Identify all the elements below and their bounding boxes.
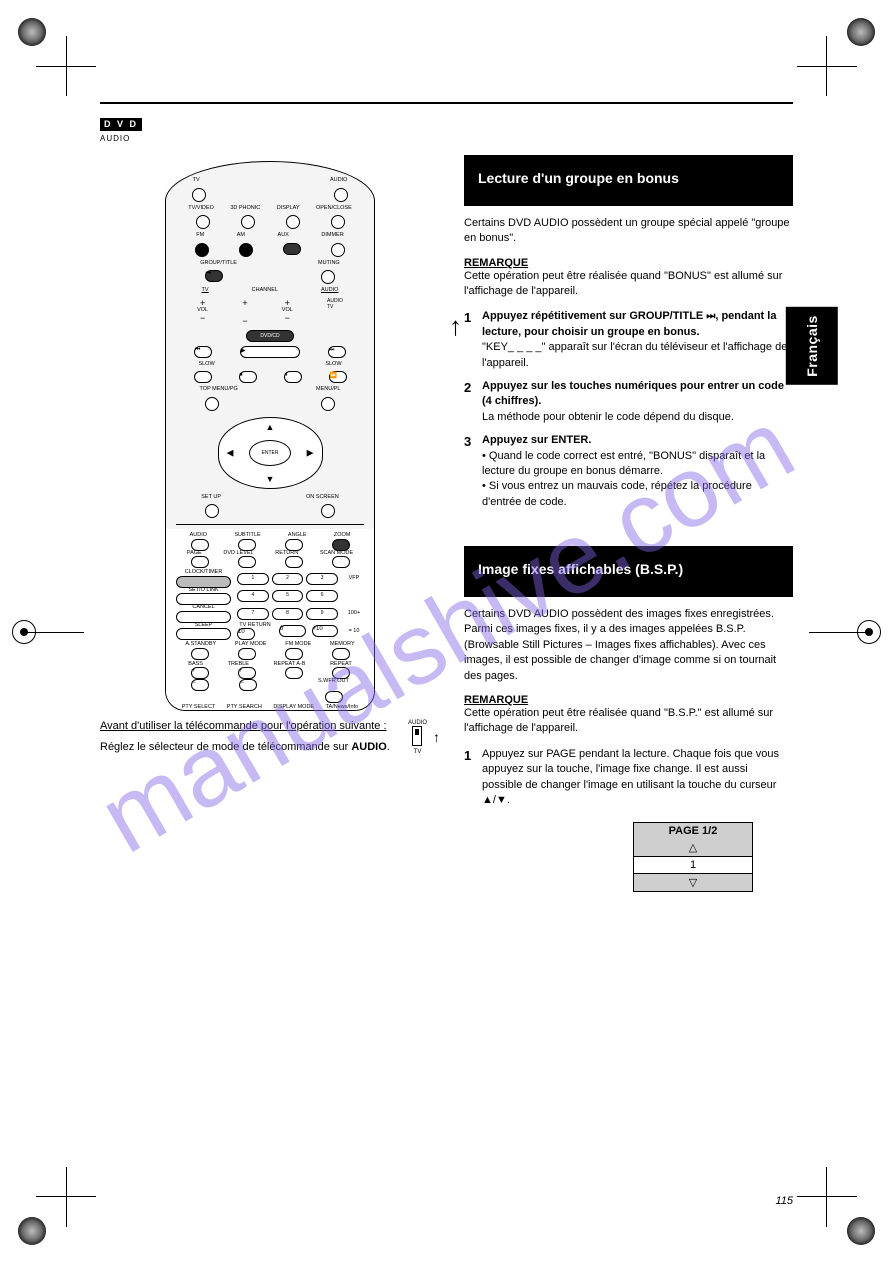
- bsp-note-body: Cette opération peut être réalisée quand…: [464, 706, 793, 737]
- remote-illustration: TVAUDIO TV/VIDEO3D PHONICDISPLAYOPEN/CLO…: [165, 161, 375, 711]
- page-indicator: PAGE 1/2 △ 1 ▽: [633, 822, 753, 892]
- crop-mark-bl: [18, 1175, 88, 1245]
- bonus-note-h: REMARQUE: [464, 257, 793, 269]
- dvd-logo-main: D V D: [100, 118, 142, 131]
- bsp-steps: 1Appuyez sur PAGE pendant la lecture. Ch…: [464, 747, 793, 809]
- page-indicator-down-icon: ▽: [634, 874, 752, 891]
- bonus-heading: Lecture d'un groupe en bonus: [464, 155, 793, 206]
- page-indicator-up-icon: △: [634, 839, 752, 856]
- bonus-intro: Certains DVD AUDIO possèdent un groupe s…: [464, 216, 793, 247]
- bsp-note-h: REMARQUE: [464, 694, 793, 706]
- crop-mark-br: [805, 1175, 875, 1245]
- page-number: 115: [775, 1195, 793, 1207]
- switch-note-pre: Avant d'utiliser la télécommande pour l'…: [100, 719, 402, 734]
- bsp-intro: Certains DVD AUDIO possèdent des images …: [464, 607, 793, 684]
- page-content: D V D AUDIO Français TVAUDIO TV/VIDEO3D …: [100, 60, 793, 1203]
- top-rule: [100, 102, 793, 104]
- page-indicator-value: 1: [634, 856, 752, 874]
- bonus-steps: 1 Appuyez répétitivement sur GROUP/TITLE…: [464, 309, 793, 510]
- crop-mark-tr: [805, 18, 875, 88]
- switch-note-target: AUDIO: [351, 741, 386, 753]
- side-mark-left: [12, 620, 36, 644]
- dvd-logo-sub: AUDIO: [100, 134, 793, 143]
- page-indicator-header: PAGE 1/2: [634, 823, 752, 839]
- arrow-pointer-icon: ↑: [449, 311, 462, 342]
- switch-note-main: Réglez le sélecteur de mode de télécomma…: [100, 741, 348, 753]
- bsp-title: Image fixes affichables (B.S.P.): [478, 560, 779, 579]
- forward-icon: ⏭: [706, 310, 715, 324]
- dvd-audio-logo: D V D AUDIO: [100, 114, 793, 143]
- bonus-title: Lecture d'un groupe en bonus: [478, 169, 779, 188]
- bsp-heading: Image fixes affichables (B.S.P.): [464, 546, 793, 597]
- side-mark-right: [857, 620, 881, 644]
- crop-mark-tl: [18, 18, 88, 88]
- bsp-step1: Appuyez sur PAGE pendant la lecture. Cha…: [482, 747, 789, 809]
- francais-tab: Français: [786, 307, 838, 385]
- bonus-note-body: Cette opération peut être réalisée quand…: [464, 269, 793, 300]
- mode-switch-icon: [412, 726, 422, 746]
- switch-note-block: Avant d'utiliser la télécommande pour l'…: [100, 719, 440, 756]
- arrow-up-icon: ↑: [433, 729, 440, 745]
